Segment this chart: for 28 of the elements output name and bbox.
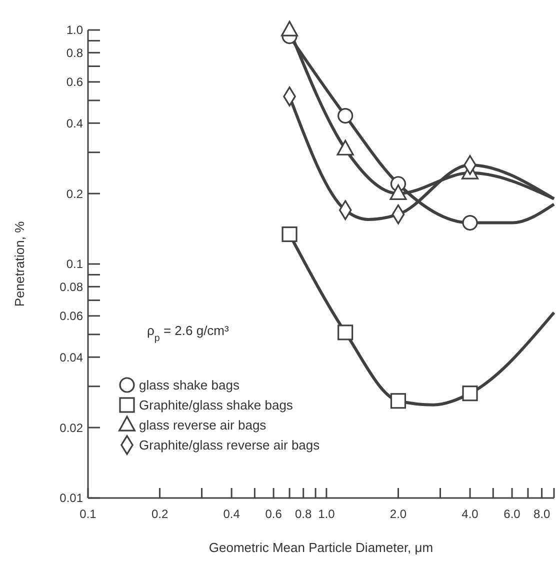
x-tick-label: 0.8 [295,507,312,521]
legend-label: glass reverse air bags [139,418,267,433]
x-tick-label: 6.0 [504,507,521,521]
x-tick-label: 8.0 [533,507,550,521]
y-tick-label: 0.6 [66,75,84,90]
y-tick-label: 0.8 [66,46,84,60]
x-tick-label: 0.4 [223,507,240,521]
x-tick-label: 0.1 [80,507,97,521]
x-axis-title: Geometric Mean Particle Diameter, μm [208,540,434,555]
x-tick-label: 0.6 [265,507,282,521]
y-tick-label: 0.08 [60,280,84,294]
y-tick-label: 0.4 [66,116,84,130]
x-tick-label: 2.0 [390,507,407,521]
y-tick-label: 0.06 [60,309,84,324]
y-tick-label: 1.0 [66,23,84,38]
x-tick-label: 4.0 [462,507,479,521]
x-tick-label: 0.2 [151,507,168,521]
x-tick-label: 1.0 [318,507,336,521]
y-tick-label: 0.2 [66,186,84,201]
legend-label: Graphite/glass reverse air bags [139,438,320,453]
y-axis-title: Penetration, % [12,220,27,307]
legend-label: Graphite/glass shake bags [139,398,294,413]
y-tick-label: 0.1 [66,257,84,272]
annotation: ρ$_{p}$ = 2.6 g/cm³ [147,323,230,344]
y-tick-label: 0.01 [60,491,84,506]
y-tick-label: 0.04 [60,350,84,364]
y-tick-label: 0.02 [60,420,84,435]
legend-label: glass shake bags [139,378,240,393]
